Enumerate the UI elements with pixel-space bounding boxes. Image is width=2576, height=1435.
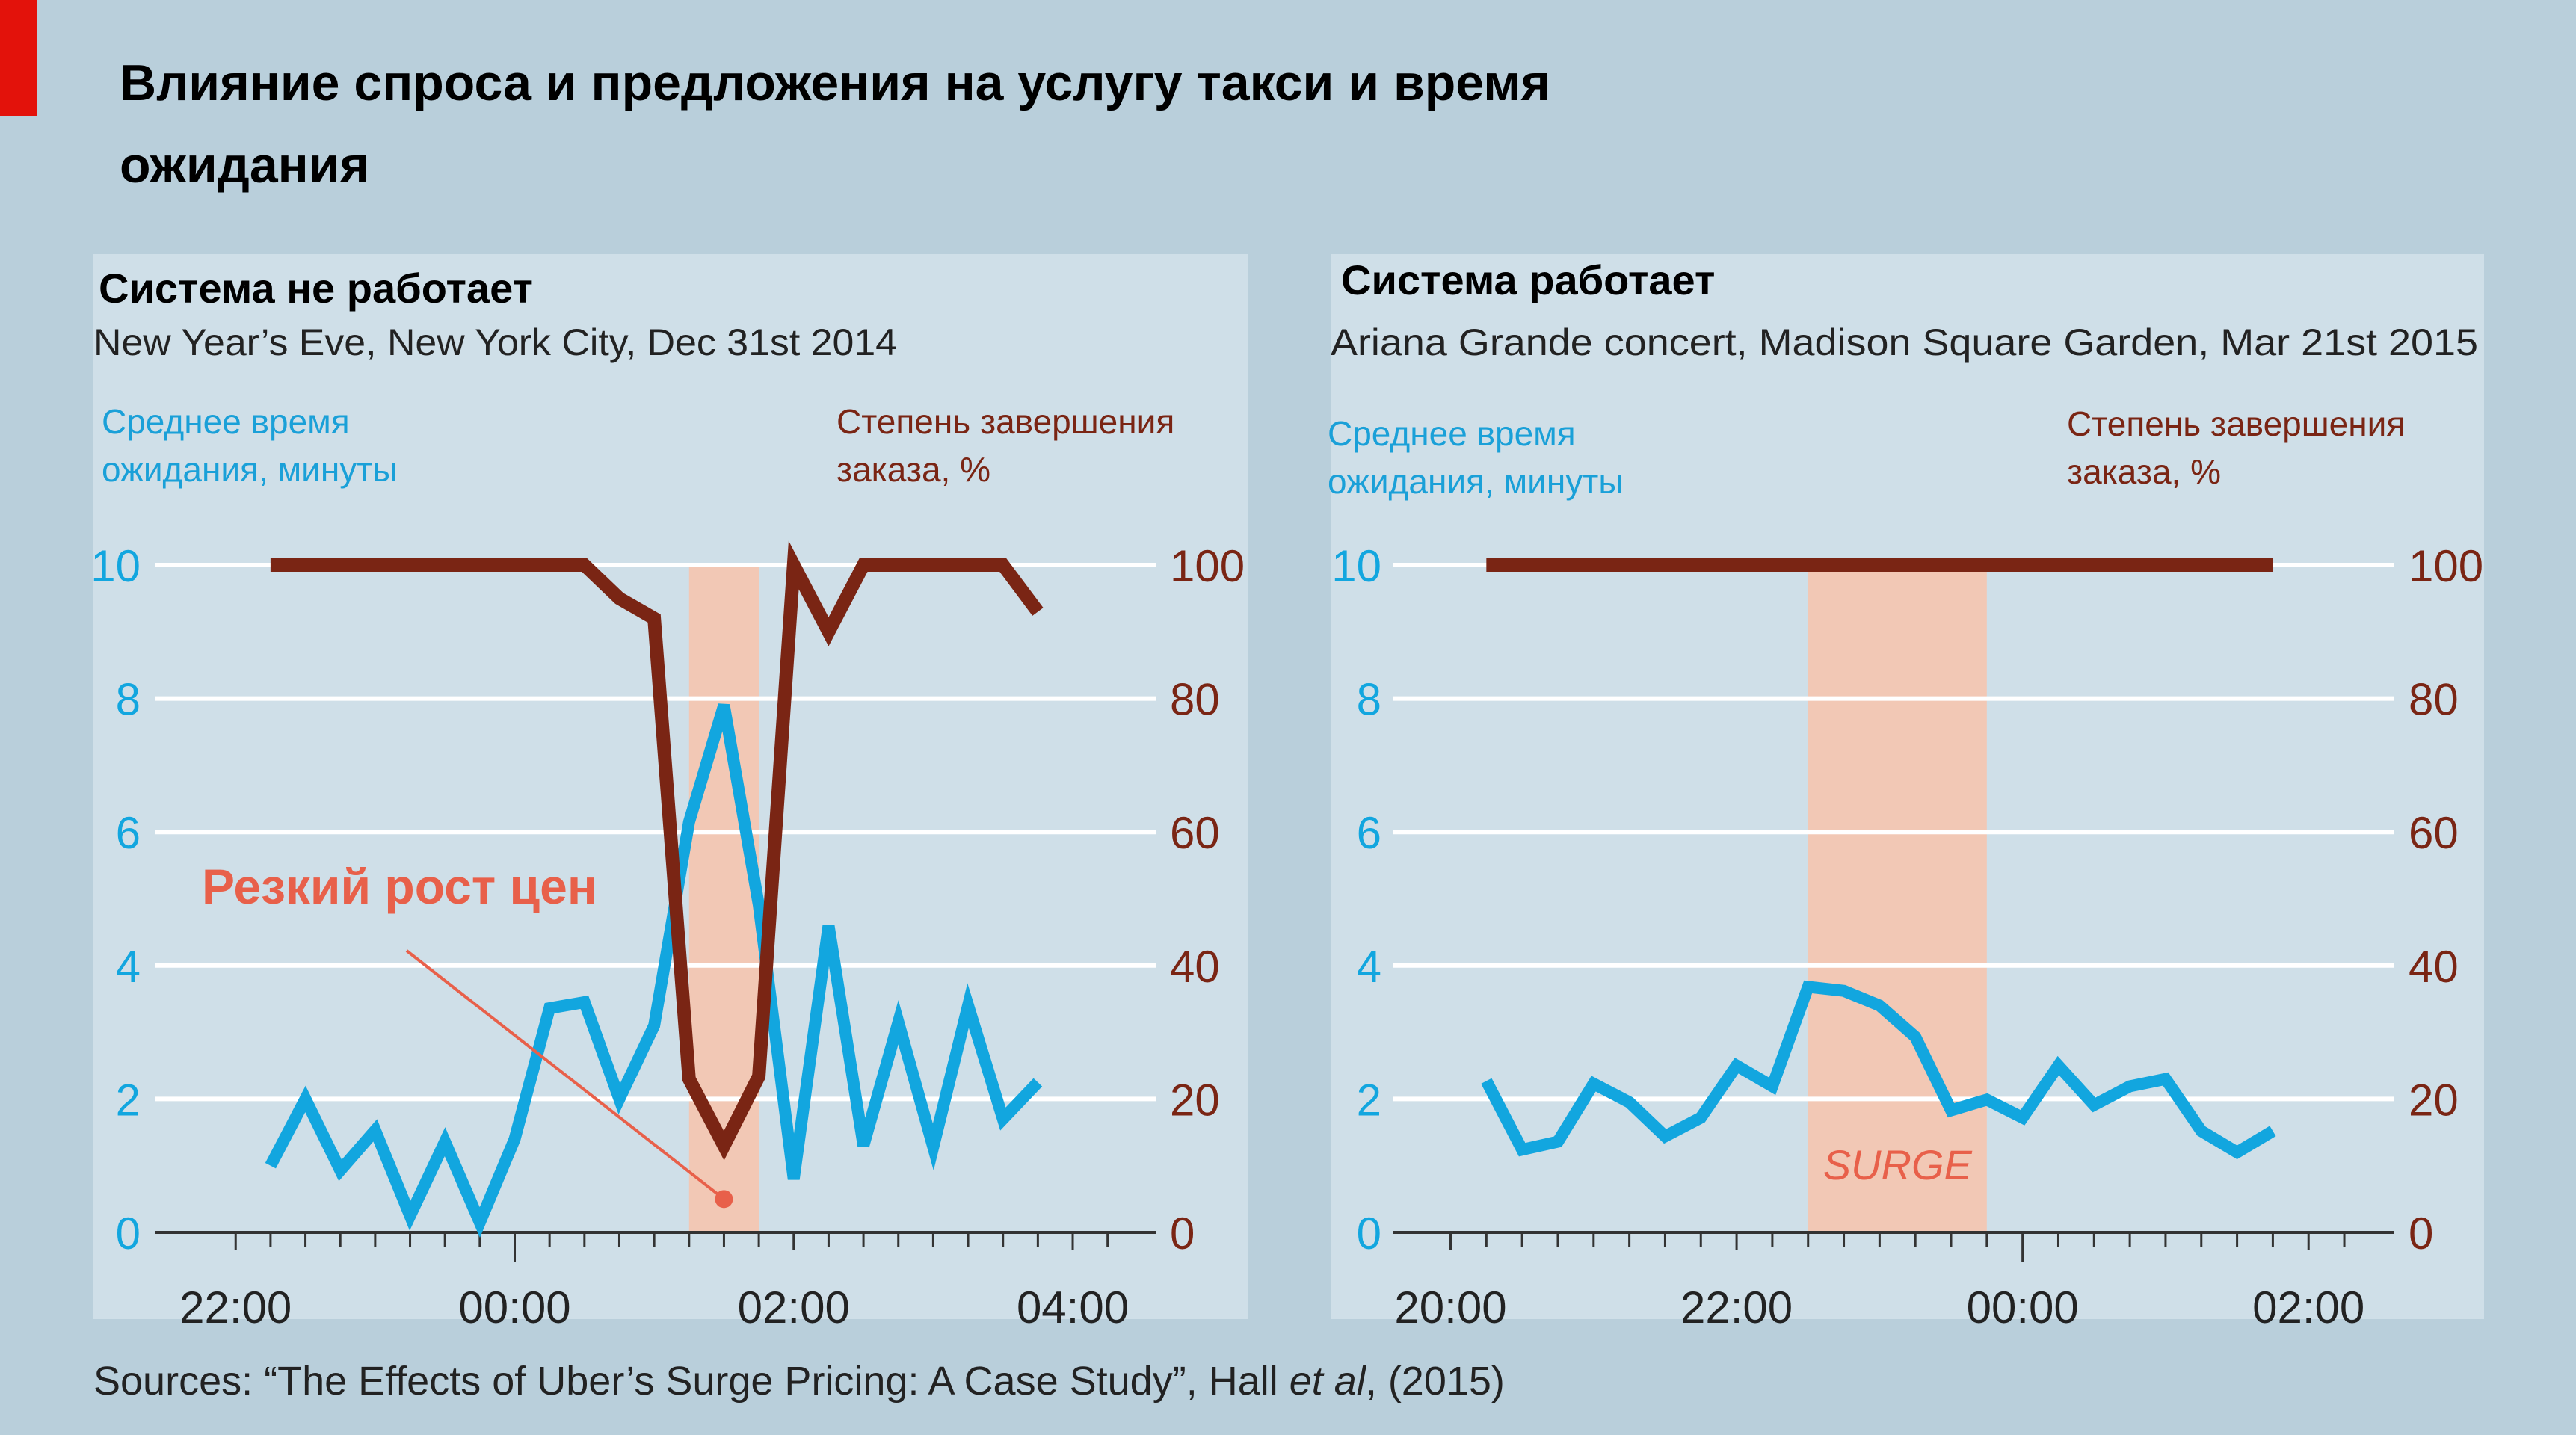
y-tick-right: 40 [2409,942,2459,992]
left-axis-label-line1: Среднее время [1328,414,1576,453]
sources-italic: et al [1289,1359,1367,1404]
y-tick-left: 2 [1357,1075,1381,1125]
annotation-label: Резкий рост цен [202,859,597,914]
y-tick-right: 80 [2409,675,2459,725]
page-title-line1: Влияние спроса и предложения на услугу т… [120,55,1550,111]
y-tick-left: 8 [116,675,141,725]
left-axis-label-line2: ожидания, минуты [102,450,397,489]
panel-title: Система не работает [99,265,533,312]
panel-title: Система работает [1341,256,1715,303]
x-tick-label: 22:00 [1680,1283,1793,1333]
left-axis-label-line2: ожидания, минуты [1328,462,1623,501]
y-tick-left: 8 [1357,675,1381,725]
x-tick-label: 00:00 [1967,1283,2079,1333]
y-tick-left: 6 [1357,808,1381,858]
right-axis-label-line2: заказа, % [2067,452,2221,491]
y-tick-right: 60 [1170,808,1220,858]
y-tick-right: 20 [1170,1075,1220,1125]
surge-band [688,565,759,1232]
y-tick-left: 10 [90,541,141,591]
y-tick-left: 6 [116,808,141,858]
y-tick-left: 10 [1331,541,1381,591]
annotation-leader-line [405,949,725,1200]
plot-area: 0 0 2 20 4 40 6 60 8 80 10 100 SURGE 20:00 22:00 00:00 0… [1331,541,2483,1333]
y-tick-left: 4 [116,942,141,992]
y-tick-right: 20 [2409,1075,2459,1125]
plot-area: 0 0 2 20 4 40 6 60 8 80 10 100 22:00 00:00 02:00 04:00 Р… [90,540,1245,1333]
chart-panel-left: Система не работает New Year’s Eve, New … [90,254,1248,1333]
y-tick-left: 0 [116,1209,141,1259]
completion-rate-line [270,540,1044,1161]
wait-time-line [1481,980,2276,1160]
panel-subtitle: Ariana Grande concert, Madison Square Ga… [1331,321,2478,363]
page-title-line2: ожидания [120,137,369,194]
y-tick-right: 80 [1170,675,1220,725]
right-axis-label-line2: заказа, % [836,450,990,489]
y-tick-right: 40 [1170,942,1220,992]
right-axis-label-line1: Степень завершения [836,402,1174,441]
red-accent-bar [0,0,37,116]
surge-label: SURGE [1823,1141,1973,1188]
wait-time-line [265,703,1043,1238]
y-tick-right: 0 [2409,1209,2433,1259]
sources-note: Sources: “The Effects of Uber’s Surge Pr… [93,1359,1505,1404]
annotation-dot [715,1190,733,1209]
surge-band [1808,565,1987,1232]
panel-subtitle: New Year’s Eve, New York City, Dec 31st … [93,321,897,363]
y-tick-right: 0 [1170,1209,1195,1259]
left-axis-label-line1: Среднее время [102,402,350,441]
x-tick-label: 02:00 [2252,1283,2364,1333]
y-tick-right: 100 [1170,541,1245,591]
y-tick-left: 2 [116,1075,141,1125]
y-tick-right: 100 [2409,541,2483,591]
y-tick-right: 60 [2409,808,2459,858]
right-axis-label-line1: Степень завершения [2067,404,2405,443]
x-tick-label: 00:00 [458,1283,570,1333]
y-tick-left: 4 [1357,942,1381,992]
x-tick-label: 04:00 [1017,1283,1129,1333]
x-tick-label: 22:00 [179,1283,292,1333]
sources-prefix: Sources: “The Effects of Uber’s Surge Pr… [93,1359,1289,1404]
x-tick-label: 20:00 [1394,1283,1506,1333]
sources-suffix: , (2015) [1366,1359,1505,1404]
chart-panel-right: Система работает Ariana Grande concert, … [1328,254,2484,1333]
x-tick-label: 02:00 [738,1283,850,1333]
y-tick-left: 0 [1357,1209,1381,1259]
